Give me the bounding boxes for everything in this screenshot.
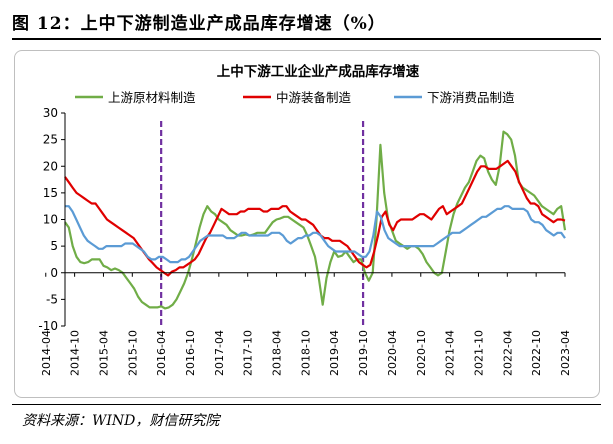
x-tick-label: 2020-04 <box>386 330 399 376</box>
x-tick-label: 2019-10 <box>357 330 370 376</box>
x-tick-label: 2016-04 <box>155 330 168 376</box>
x-tick-label: 2018-10 <box>299 330 312 376</box>
x-tick-label: 2015-10 <box>126 330 139 376</box>
x-tick-label: 2018-04 <box>271 330 284 376</box>
chart-title: 上中下游工业企业产成品库存增速 <box>217 63 420 80</box>
y-tick-label: 20 <box>43 159 58 173</box>
chart-svg: 上中下游工业企业产成品库存增速 上游原材料制造 中游装备制造 下游消费品制造 -10… <box>38 63 572 376</box>
x-tick-label: 2015-04 <box>97 330 110 376</box>
x-tick-label: 2022-04 <box>501 330 514 376</box>
x-tick-label: 2017-04 <box>213 330 226 376</box>
source-note: 资料来源：WIND，财信研究院 <box>22 413 220 429</box>
y-tick-label: 30 <box>43 106 58 120</box>
y-tick-label: 5 <box>50 239 58 253</box>
x-tick-label: 2014-04 <box>40 330 53 376</box>
x-tick-label: 2014-10 <box>69 330 82 376</box>
y-axis: -10 -5 0 5 10 15 20 25 30 <box>38 106 66 333</box>
legend-label-2: 中游装备制造 <box>276 90 352 105</box>
y-tick-label: 10 <box>43 213 58 227</box>
x-tick-label: 2016-10 <box>184 330 197 376</box>
legend: 上游原材料制造 中游装备制造 下游消费品制造 <box>75 90 515 105</box>
figure-title: 图 12：上中下游制造业产成品库存增速（%） <box>12 14 386 34</box>
x-tick-label: 2023-04 <box>559 330 572 376</box>
y-tick-label: -5 <box>46 292 58 306</box>
x-tick-label: 2017-10 <box>242 330 255 376</box>
x-tick-label: 2021-10 <box>472 330 485 376</box>
series-lines <box>64 130 567 310</box>
y-tick-label: 0 <box>50 266 58 280</box>
marker-lines <box>160 121 365 326</box>
legend-label-3: 下游消费品制造 <box>427 90 515 105</box>
y-tick-label: -10 <box>38 319 58 333</box>
title-rule <box>12 38 601 40</box>
y-tick-label: 25 <box>43 133 58 147</box>
series-line-3 <box>65 205 566 264</box>
x-axis: 2014-04 2014-10 2015-04 2015-10 2016-04 2016-… <box>40 272 572 376</box>
chart-frame <box>14 50 600 398</box>
source-rule <box>12 404 601 405</box>
y-tick-label: 15 <box>43 186 58 200</box>
x-tick-label: 2019-04 <box>328 330 341 376</box>
x-tick-label: 2022-10 <box>530 330 543 376</box>
x-tick-label: 2021-04 <box>444 330 457 376</box>
series-line-1 <box>64 130 567 310</box>
x-tick-label: 2020-10 <box>415 330 428 376</box>
legend-label-1: 上游原材料制造 <box>108 90 196 105</box>
